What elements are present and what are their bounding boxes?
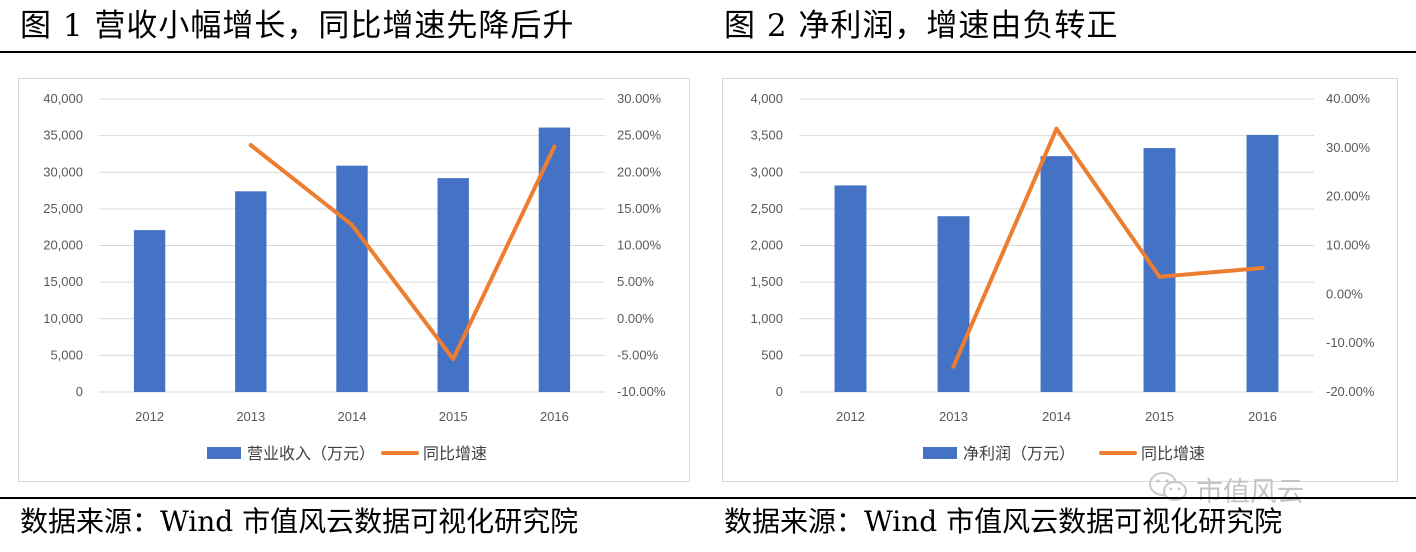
bar — [834, 185, 867, 392]
watermark-text: 市值风云 — [1196, 476, 1304, 508]
growth-line — [951, 126, 1265, 369]
wechat-icon — [1148, 470, 1190, 508]
growth-point — [1054, 126, 1059, 131]
y-left-tick-label: 10,000 — [43, 311, 83, 326]
growth-point — [451, 357, 456, 362]
x-tick-label: 2016 — [540, 409, 569, 424]
growth-point — [350, 222, 354, 227]
y-left-tick-label: 500 — [761, 347, 783, 362]
y-right-tick-label: -10.00% — [1326, 335, 1375, 350]
figure-1-title: 图 1 营收小幅增长，同比增速先降后升 — [20, 8, 575, 44]
y-left-tick-label: 20,000 — [43, 238, 83, 253]
y-right-tick-label: -20.00% — [1326, 384, 1375, 399]
x-tick-label: 2015 — [1145, 409, 1174, 424]
legend-line-label: 同比增速 — [1141, 444, 1205, 463]
x-tick-label: 2014 — [1042, 409, 1071, 424]
net-profit-chart: 4,000 3,500 3,000 2,500 2,000 1,500 1,000 500 0 4… — [722, 78, 1398, 482]
x-tick-label: 2012 — [836, 409, 865, 424]
legend-bar-swatch — [923, 447, 957, 459]
y-left-tick-label: 3,000 — [750, 164, 783, 179]
y-left-tick-label: 1,000 — [750, 311, 783, 326]
y-right-tick-label: 5.00% — [617, 274, 654, 289]
y-right-tick-label: -5.00% — [617, 347, 659, 362]
y-left-tick-label: 1,500 — [750, 274, 783, 289]
growth-point — [248, 143, 253, 148]
bar — [1246, 134, 1279, 392]
y-right-tick-label: 10.00% — [1326, 238, 1371, 253]
y-right-tick-label: -10.00% — [617, 384, 666, 399]
x-tick-label: 2013 — [939, 409, 968, 424]
y-right-tick-label: 0.00% — [617, 311, 654, 326]
growth-point — [552, 144, 557, 149]
growth-point — [1157, 274, 1162, 279]
bottom-rule — [0, 497, 1416, 499]
y-left-tick-label: 40,000 — [43, 91, 83, 106]
bar — [1143, 148, 1176, 392]
figure-2-source: 数据来源：Wind 市值风云数据可视化研究院 — [724, 505, 1283, 538]
revenue-chart: 40,000 35,000 30,000 25,000 20,000 15,000 10,0… — [18, 78, 690, 482]
y-left-tick-label: 0 — [776, 384, 783, 399]
figure-1-source: 数据来源：Wind 市值风云数据可视化研究院 — [20, 505, 579, 538]
y-right-tick-label: 40.00% — [1326, 91, 1371, 106]
growth-point — [1260, 265, 1265, 270]
figure-2-title: 图 2 净利润，增速由负转正 — [724, 8, 1119, 44]
watermark: 市值风云 — [1148, 470, 1372, 508]
y-right-tick-label: 25.00% — [617, 128, 662, 143]
y-left-tick-label: 4,000 — [750, 91, 783, 106]
y-left-tick-label: 15,000 — [43, 274, 83, 289]
y-left-tick-label: 3,500 — [750, 128, 783, 143]
y-left-tick-label: 35,000 — [43, 128, 83, 143]
bar — [133, 230, 166, 392]
y-left-tick-label: 2,500 — [750, 201, 783, 216]
growth-point — [951, 364, 956, 369]
x-tick-label: 2014 — [338, 409, 367, 424]
x-tick-label: 2013 — [236, 409, 265, 424]
legend-bar-label: 营业收入（万元） — [247, 444, 375, 463]
x-tick-label: 2015 — [439, 409, 468, 424]
x-tick-label: 2012 — [135, 409, 164, 424]
bar — [336, 165, 368, 392]
y-right-tick-label: 0.00% — [1326, 286, 1363, 301]
bar — [1040, 156, 1073, 392]
y-right-tick-label: 10.00% — [617, 238, 662, 253]
y-right-tick-label: 30.00% — [617, 91, 662, 106]
legend-line-label: 同比增速 — [423, 444, 487, 463]
y-left-tick-label: 2,000 — [750, 238, 783, 253]
y-right-tick-label: 15.00% — [617, 201, 662, 216]
y-right-tick-label: 30.00% — [1326, 140, 1371, 155]
chart-svg: 40,000 35,000 30,000 25,000 20,000 15,000 10,0… — [43, 91, 666, 463]
y-left-tick-label: 30,000 — [43, 164, 83, 179]
top-rule — [0, 51, 1416, 53]
chart-svg: 4,000 3,500 3,000 2,500 2,000 1,500 1,000 500 0 4… — [750, 91, 1375, 463]
y-right-tick-label: 20.00% — [1326, 189, 1371, 204]
y-left-tick-label: 5,000 — [50, 347, 83, 362]
y-left-tick-label: 25,000 — [43, 201, 83, 216]
growth-line — [248, 143, 557, 362]
y-right-tick-label: 20.00% — [617, 164, 662, 179]
legend-bar-label: 净利润（万元） — [963, 444, 1075, 463]
bar — [235, 191, 267, 392]
legend-bar-swatch — [207, 447, 241, 459]
x-tick-label: 2016 — [1248, 409, 1277, 424]
y-left-tick-label: 0 — [76, 384, 83, 399]
